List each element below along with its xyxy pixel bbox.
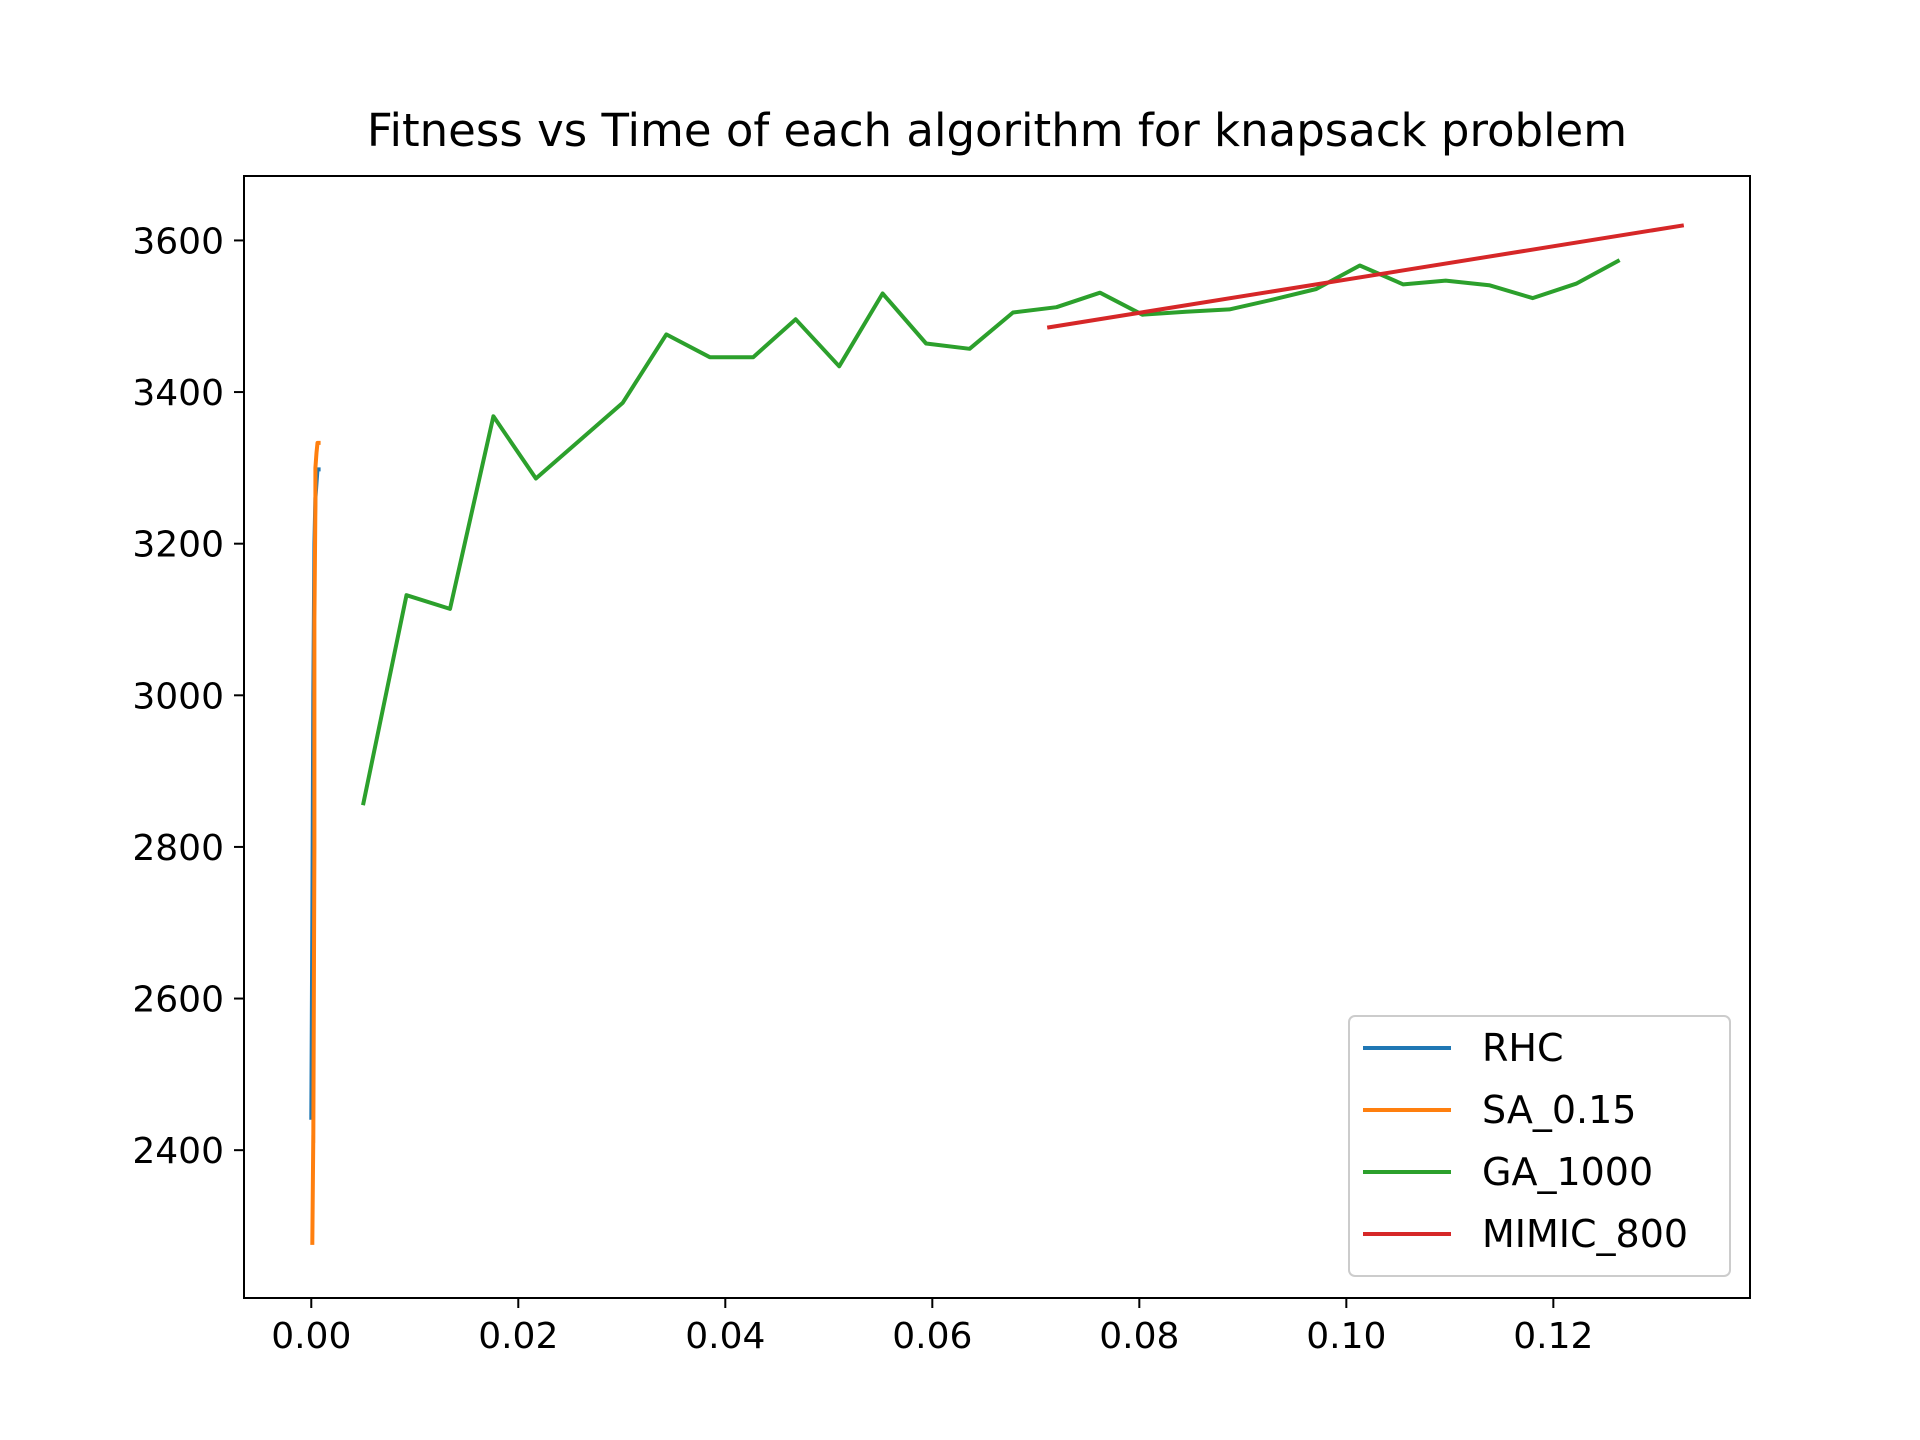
series-line-sa-0-15 — [310, 440, 321, 1245]
y-tick-label: 2800 — [132, 828, 224, 869]
legend-item-ga: GA_1000 — [1363, 1150, 1653, 1194]
y-tick-label: 3200 — [132, 525, 224, 566]
y-tick-label: 2400 — [132, 1131, 224, 1172]
x-tick-label: 0.00 — [271, 1316, 351, 1357]
series-line-mimic-800 — [1046, 223, 1685, 330]
plot-frame — [243, 175, 1751, 1299]
x-tick-label: 0.02 — [478, 1316, 558, 1357]
legend: RHC SA_0.15 GA_1000 MIMIC_800 — [1348, 1015, 1731, 1277]
legend-item-sa: SA_0.15 — [1363, 1088, 1636, 1132]
series-lines — [309, 223, 1685, 1245]
x-tick-label: 0.12 — [1513, 1316, 1593, 1357]
y-axis-ticks: 2400 2600 2800 3000 3200 3400 3600 — [132, 221, 244, 1172]
series-line-ga-1000 — [361, 258, 1621, 806]
y-tick-label: 3400 — [132, 373, 224, 414]
y-tick-label: 3000 — [132, 676, 224, 717]
legend-label-rhc: RHC — [1482, 1026, 1564, 1070]
x-tick-label: 0.08 — [1099, 1316, 1179, 1357]
x-tick-label: 0.06 — [892, 1316, 972, 1357]
legend-label-sa: SA_0.15 — [1482, 1088, 1636, 1132]
x-axis-ticks: 0.00 0.02 0.04 0.06 0.08 0.10 0.12 — [271, 1298, 1593, 1357]
x-tick-label: 0.10 — [1306, 1316, 1386, 1357]
y-tick-label: 2600 — [132, 980, 224, 1021]
y-tick-label: 3600 — [132, 221, 224, 262]
legend-item-mimic: MIMIC_800 — [1363, 1212, 1688, 1256]
x-tick-label: 0.04 — [685, 1316, 765, 1357]
legend-item-rhc: RHC — [1363, 1026, 1564, 1070]
legend-label-ga: GA_1000 — [1482, 1150, 1653, 1194]
legend-label-mimic: MIMIC_800 — [1482, 1212, 1688, 1256]
chart-title: Fitness vs Time of each algorithm for kn… — [367, 104, 1627, 157]
legend-box — [1348, 1015, 1731, 1277]
